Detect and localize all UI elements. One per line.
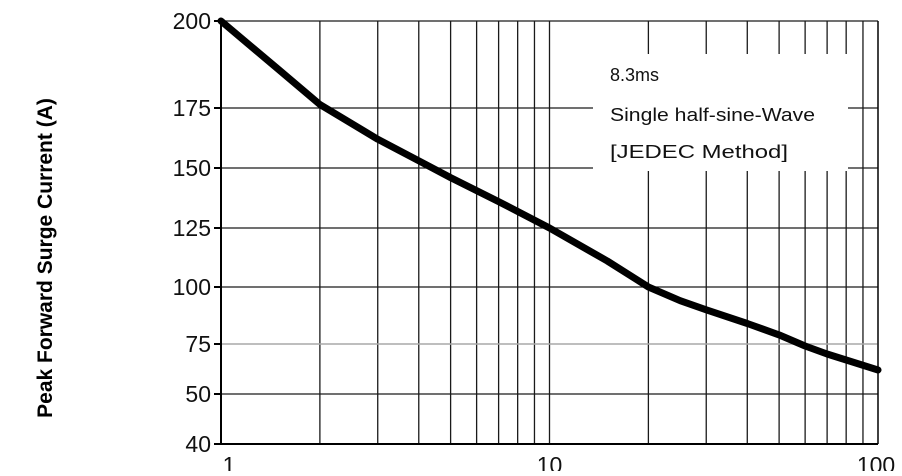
data-point <box>317 102 323 108</box>
label-layer: 40 50 75 100 125 150 175 200 1 10 100 <box>173 8 896 476</box>
x-tick-label: 1 <box>223 452 236 471</box>
annotation-line-3: [JEDEC Method] <box>610 142 788 162</box>
y-tick-label: 100 <box>173 274 211 300</box>
data-point <box>276 67 282 73</box>
annotation-background <box>593 54 848 171</box>
data-point <box>547 225 552 231</box>
data-point <box>744 320 750 326</box>
y-tick-label: 40 <box>185 431 211 457</box>
data-point <box>802 343 808 349</box>
x-tick-label: 10 <box>537 452 563 471</box>
annotation-box: 8.3ms Single half-sine-Wave [JEDEC Metho… <box>593 54 848 171</box>
data-point <box>703 307 709 313</box>
annotation-line-1: 8.3ms <box>610 65 659 85</box>
x-tick-label: 100 <box>857 452 895 471</box>
annotation-line-2: Single half-sine-Wave <box>610 105 815 125</box>
data-point <box>824 351 830 357</box>
data-point <box>843 357 849 363</box>
data-point <box>645 284 651 290</box>
y-tick-label: 125 <box>173 215 211 241</box>
data-point <box>375 136 381 142</box>
y-tick-label: 175 <box>173 95 211 121</box>
y-tick-label: 200 <box>173 8 211 34</box>
y-axis-label: Peak Forward Surge Current (A) <box>34 98 57 418</box>
axis-layer <box>214 20 879 445</box>
series-line <box>217 17 882 374</box>
series-layer <box>217 17 882 374</box>
y-tick-label: 150 <box>173 155 211 181</box>
data-point <box>416 158 422 164</box>
data-point <box>677 298 683 304</box>
data-point <box>776 332 782 338</box>
data-point <box>604 258 610 264</box>
data-point <box>496 199 502 205</box>
data-point <box>448 175 454 181</box>
y-tick-label: 50 <box>185 381 211 407</box>
y-tick-label: 75 <box>185 331 211 357</box>
